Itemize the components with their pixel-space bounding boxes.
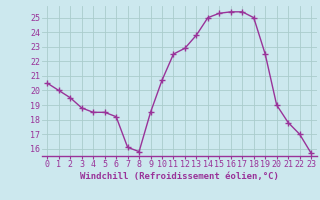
X-axis label: Windchill (Refroidissement éolien,°C): Windchill (Refroidissement éolien,°C)	[80, 172, 279, 181]
